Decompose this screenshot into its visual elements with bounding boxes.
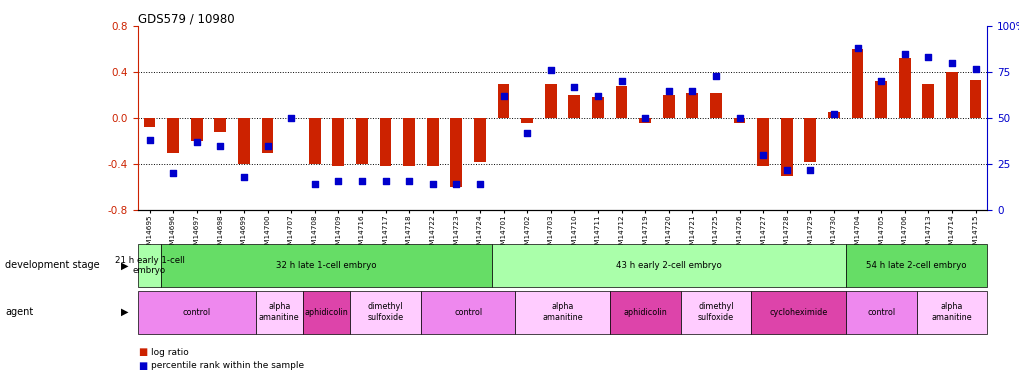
Point bbox=[849, 45, 865, 51]
Text: agent: agent bbox=[5, 307, 34, 317]
Bar bbox=[591, 98, 603, 118]
Text: ■: ■ bbox=[138, 361, 147, 370]
Text: dimethyl
sulfoxide: dimethyl sulfoxide bbox=[367, 303, 404, 322]
Point bbox=[495, 93, 512, 99]
Point bbox=[966, 66, 982, 72]
Bar bbox=[191, 118, 203, 141]
Bar bbox=[237, 118, 250, 164]
Bar bbox=[261, 118, 273, 153]
Bar bbox=[804, 118, 815, 162]
Bar bbox=[497, 84, 508, 118]
Text: 21 h early 1-cell
embryо: 21 h early 1-cell embryо bbox=[114, 256, 184, 275]
Point bbox=[684, 88, 700, 94]
Point bbox=[660, 88, 677, 94]
Bar bbox=[662, 95, 674, 118]
Bar bbox=[403, 118, 415, 166]
Bar bbox=[474, 118, 485, 162]
Bar bbox=[521, 118, 533, 123]
Bar bbox=[639, 118, 650, 123]
Bar bbox=[969, 80, 980, 118]
Point bbox=[566, 84, 582, 90]
Bar bbox=[946, 72, 957, 118]
Bar bbox=[379, 118, 391, 166]
Text: alpha
amanitine: alpha amanitine bbox=[930, 303, 971, 322]
Text: cycloheximide: cycloheximide bbox=[768, 308, 826, 316]
Bar bbox=[450, 118, 462, 187]
Bar bbox=[851, 49, 863, 118]
Text: ▶: ▶ bbox=[120, 260, 128, 270]
Point bbox=[542, 68, 558, 74]
Point bbox=[636, 115, 652, 121]
Point bbox=[589, 93, 605, 99]
Point bbox=[424, 181, 440, 187]
Point bbox=[896, 51, 912, 57]
Bar bbox=[756, 118, 768, 166]
Point bbox=[235, 174, 252, 180]
Text: percentile rank within the sample: percentile rank within the sample bbox=[151, 361, 304, 370]
Text: control: control bbox=[866, 308, 895, 316]
Text: ■: ■ bbox=[138, 348, 147, 357]
Text: control: control bbox=[453, 308, 482, 316]
Text: 32 h late 1-cell embryo: 32 h late 1-cell embryo bbox=[276, 261, 376, 270]
Text: aphidicolin: aphidicolin bbox=[623, 308, 666, 316]
Point bbox=[707, 73, 723, 79]
Bar bbox=[827, 112, 839, 118]
Point bbox=[754, 152, 770, 158]
Bar bbox=[356, 118, 368, 164]
Text: 54 h late 2-cell embryo: 54 h late 2-cell embryo bbox=[865, 261, 966, 270]
Point bbox=[825, 111, 842, 117]
Point bbox=[377, 178, 393, 184]
Text: aphidicolin: aphidicolin bbox=[305, 308, 348, 316]
Point bbox=[612, 78, 629, 84]
Text: alpha
amanitine: alpha amanitine bbox=[259, 303, 300, 322]
Text: alpha
amanitine: alpha amanitine bbox=[542, 303, 582, 322]
Point bbox=[777, 166, 794, 172]
Bar bbox=[781, 118, 792, 176]
Text: ▶: ▶ bbox=[120, 307, 128, 317]
Bar bbox=[709, 93, 721, 118]
Bar bbox=[332, 118, 343, 166]
Point bbox=[282, 115, 299, 121]
Bar bbox=[309, 118, 320, 164]
Bar bbox=[426, 118, 438, 166]
Point bbox=[519, 130, 535, 136]
Text: log ratio: log ratio bbox=[151, 348, 189, 357]
Point bbox=[307, 181, 323, 187]
Text: control: control bbox=[182, 308, 211, 316]
Text: dimethyl
sulfoxide: dimethyl sulfoxide bbox=[697, 303, 734, 322]
Bar bbox=[921, 84, 933, 118]
Point bbox=[330, 178, 346, 184]
Bar bbox=[544, 84, 556, 118]
Point bbox=[472, 181, 488, 187]
Point bbox=[400, 178, 417, 184]
Bar bbox=[568, 95, 580, 118]
Bar bbox=[214, 118, 226, 132]
Bar bbox=[615, 86, 627, 118]
Bar bbox=[144, 118, 155, 128]
Text: development stage: development stage bbox=[5, 260, 100, 270]
Bar bbox=[733, 118, 745, 123]
Point bbox=[731, 115, 747, 121]
Bar bbox=[898, 58, 910, 118]
Point bbox=[189, 139, 205, 145]
Point bbox=[801, 166, 817, 172]
Point bbox=[165, 170, 181, 176]
Point bbox=[919, 54, 935, 60]
Point bbox=[872, 78, 889, 84]
Point bbox=[354, 178, 370, 184]
Point bbox=[447, 181, 464, 187]
Point bbox=[943, 60, 959, 66]
Bar bbox=[167, 118, 178, 153]
Text: GDS579 / 10980: GDS579 / 10980 bbox=[138, 12, 234, 25]
Point bbox=[212, 143, 228, 149]
Bar bbox=[686, 93, 698, 118]
Point bbox=[142, 137, 158, 143]
Text: 43 h early 2-cell embryo: 43 h early 2-cell embryo bbox=[615, 261, 720, 270]
Point bbox=[259, 143, 275, 149]
Bar bbox=[874, 81, 887, 118]
